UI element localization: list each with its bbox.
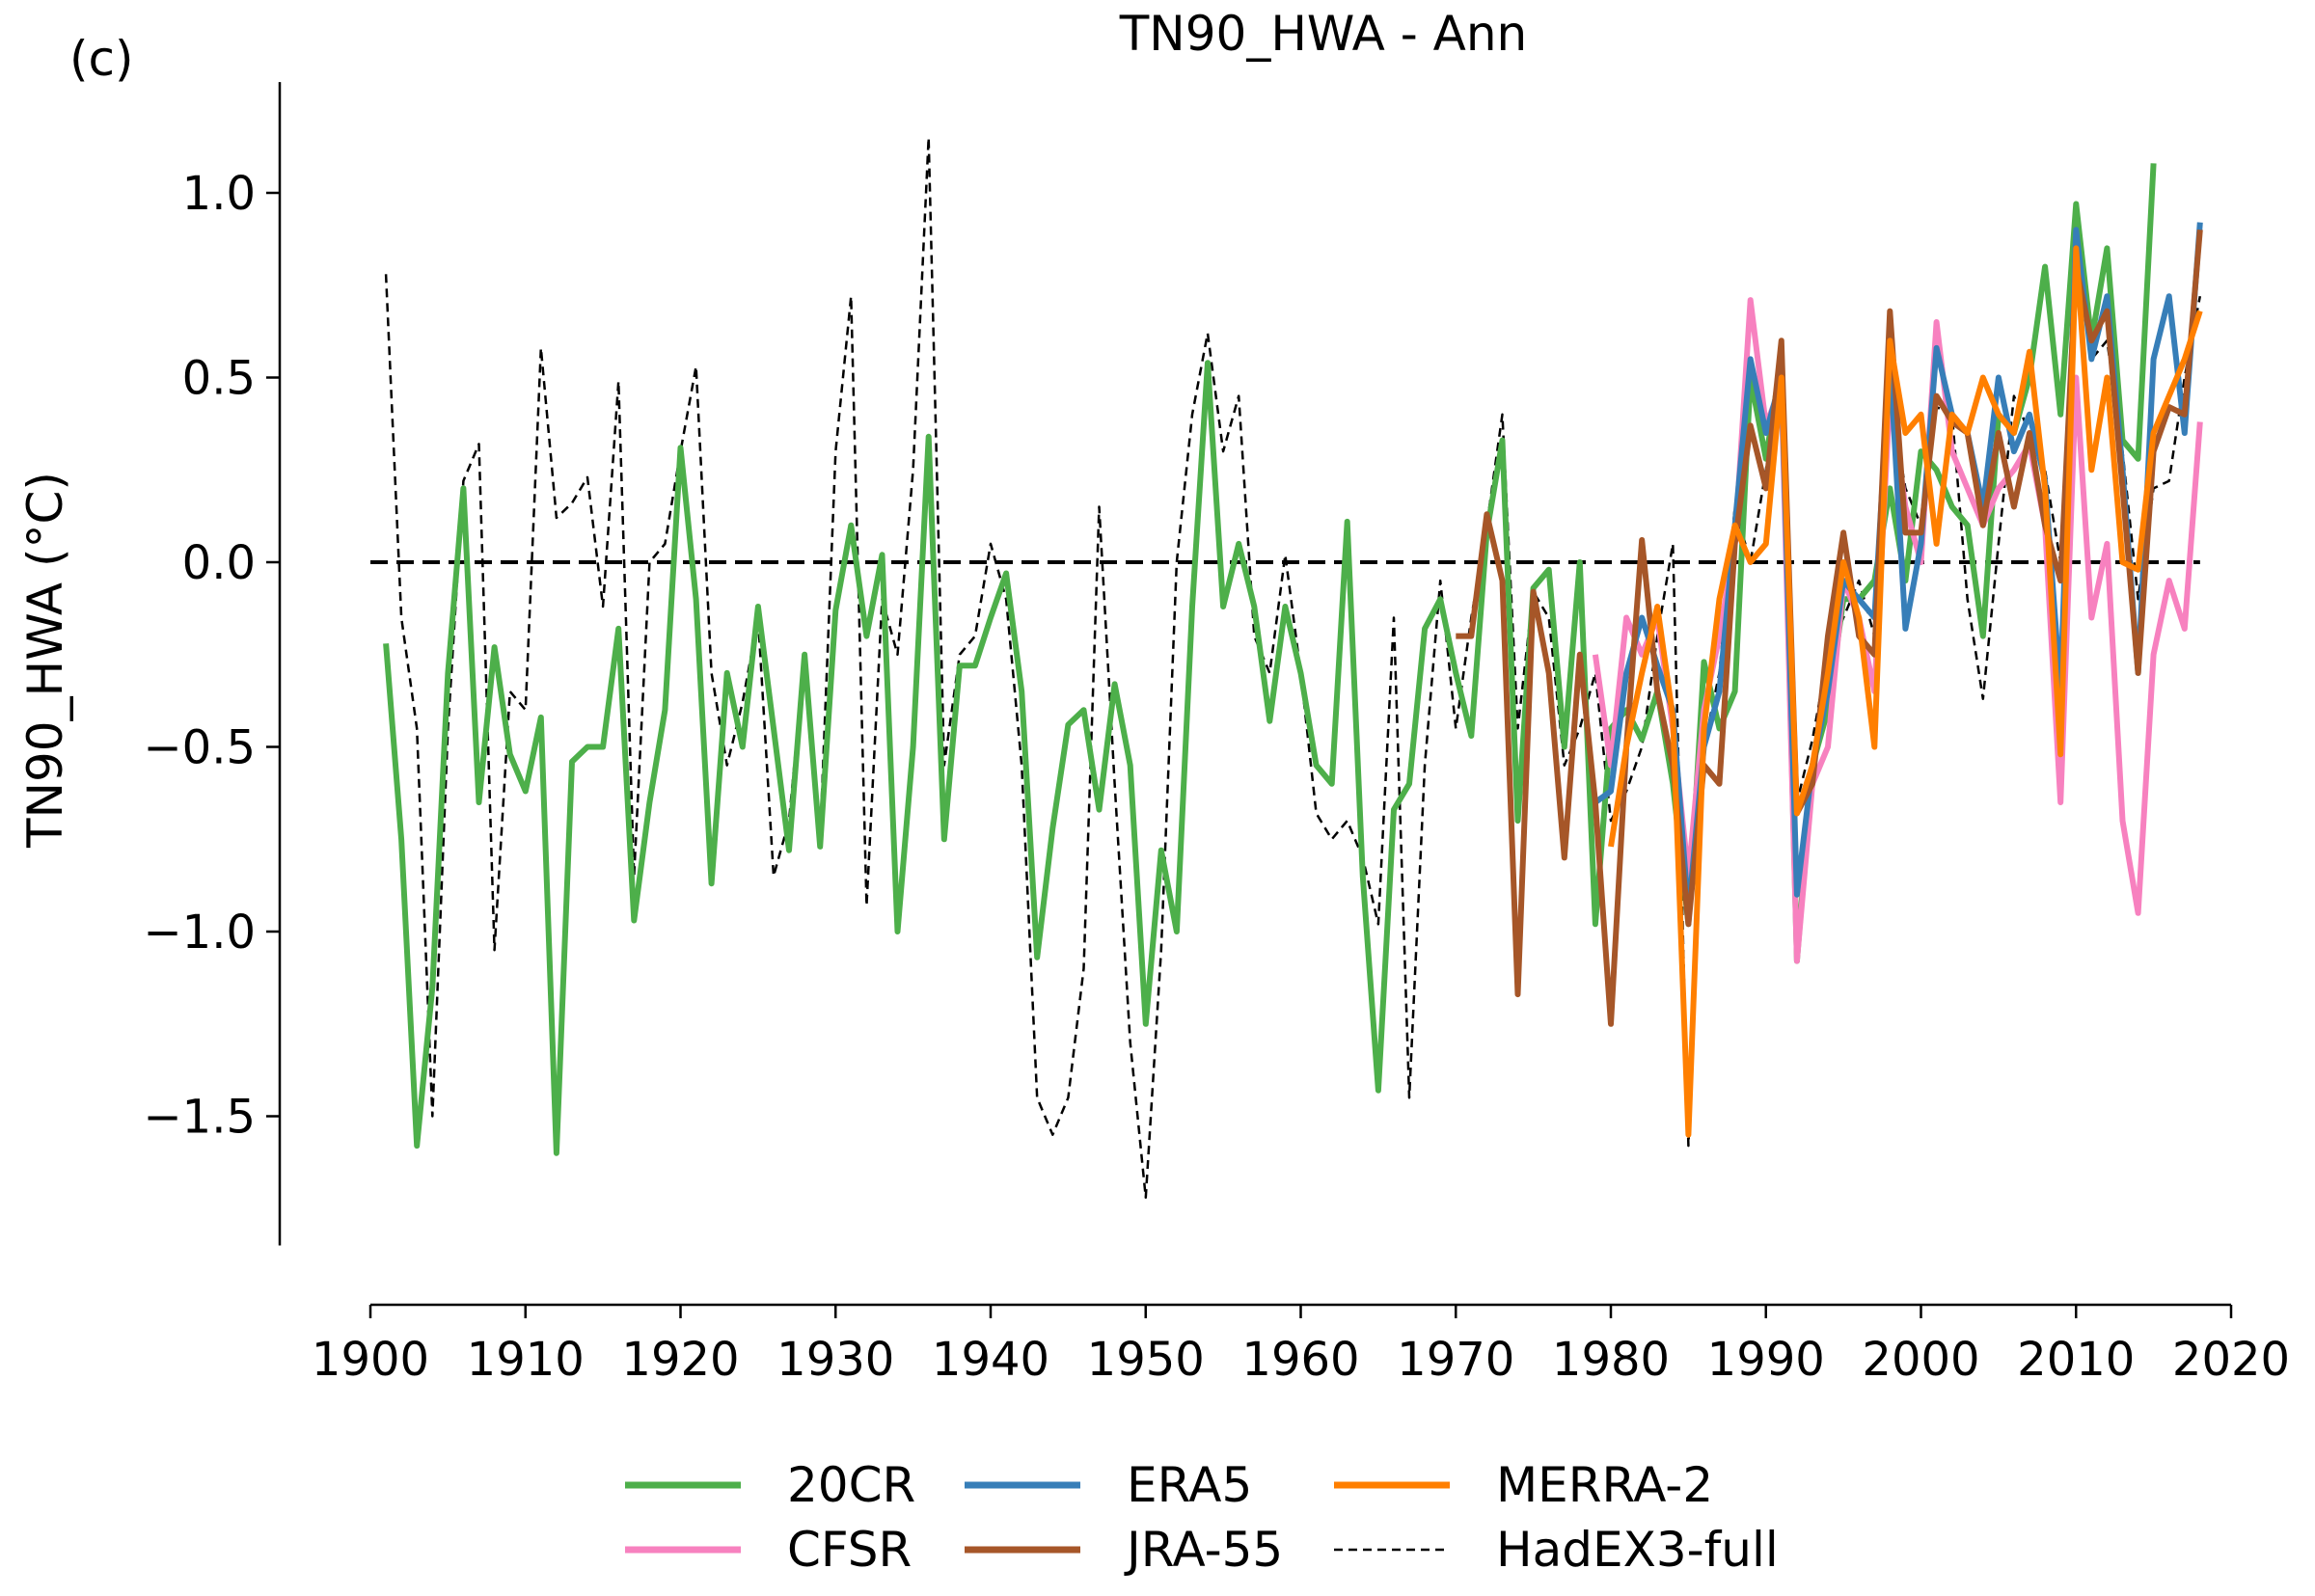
y-tick-label: 0.0	[182, 536, 256, 590]
plot-area: 1.0 0.5 0.0 −0.5 −1.0 −1.5 1900 1910 1920 1930 194…	[143, 82, 2290, 1387]
legend-label-cfsr: CFSR	[787, 1522, 912, 1578]
panel-label: (c)	[69, 31, 134, 87]
legend-label-merra-2: MERRA-2	[1496, 1457, 1713, 1513]
x-tick-label: 1930	[776, 1333, 894, 1387]
y-tick-label: 0.5	[182, 352, 256, 406]
chart-legend: 20CR CFSR ERA5 JRA-55 MERRA-2 HadEX3-full	[625, 1457, 1779, 1578]
series-line-merra-2	[1608, 245, 2203, 1138]
x-tick-label: 2020	[2172, 1333, 2290, 1387]
legend-label-era5: ERA5	[1127, 1457, 1252, 1513]
legend-label-hadex3-full: HadEX3-full	[1496, 1522, 1779, 1578]
x-tick-label: 2000	[1862, 1333, 1979, 1387]
series-line-hadex3-full	[384, 136, 2202, 1200]
x-tick-label: 1960	[1241, 1333, 1359, 1387]
y-tick-label: −1.5	[143, 1091, 256, 1145]
x-tick-label: 1950	[1087, 1333, 1205, 1387]
x-tick-label: 1940	[932, 1333, 1049, 1387]
x-tick-label: 1920	[621, 1333, 739, 1387]
x-tick-label: 1900	[312, 1333, 429, 1387]
x-tick-label: 1990	[1707, 1333, 1825, 1387]
x-tick-label: 2010	[2017, 1333, 2135, 1387]
x-tick-label: 1980	[1552, 1333, 1670, 1387]
y-tick-label: 1.0	[182, 167, 256, 221]
legend-label-jra-55: JRA-55	[1124, 1522, 1283, 1578]
x-tick-label: 1910	[467, 1333, 585, 1387]
y-tick-label: −0.5	[143, 721, 256, 775]
x-tick-label: 1970	[1397, 1333, 1514, 1387]
chart-title: TN90_HWA - Ann	[1119, 6, 1528, 62]
legend-label-20cr: 20CR	[787, 1457, 915, 1513]
y-axis-label: TN90_HWA (°C)	[17, 472, 73, 849]
y-tick-label: −1.0	[143, 906, 256, 960]
